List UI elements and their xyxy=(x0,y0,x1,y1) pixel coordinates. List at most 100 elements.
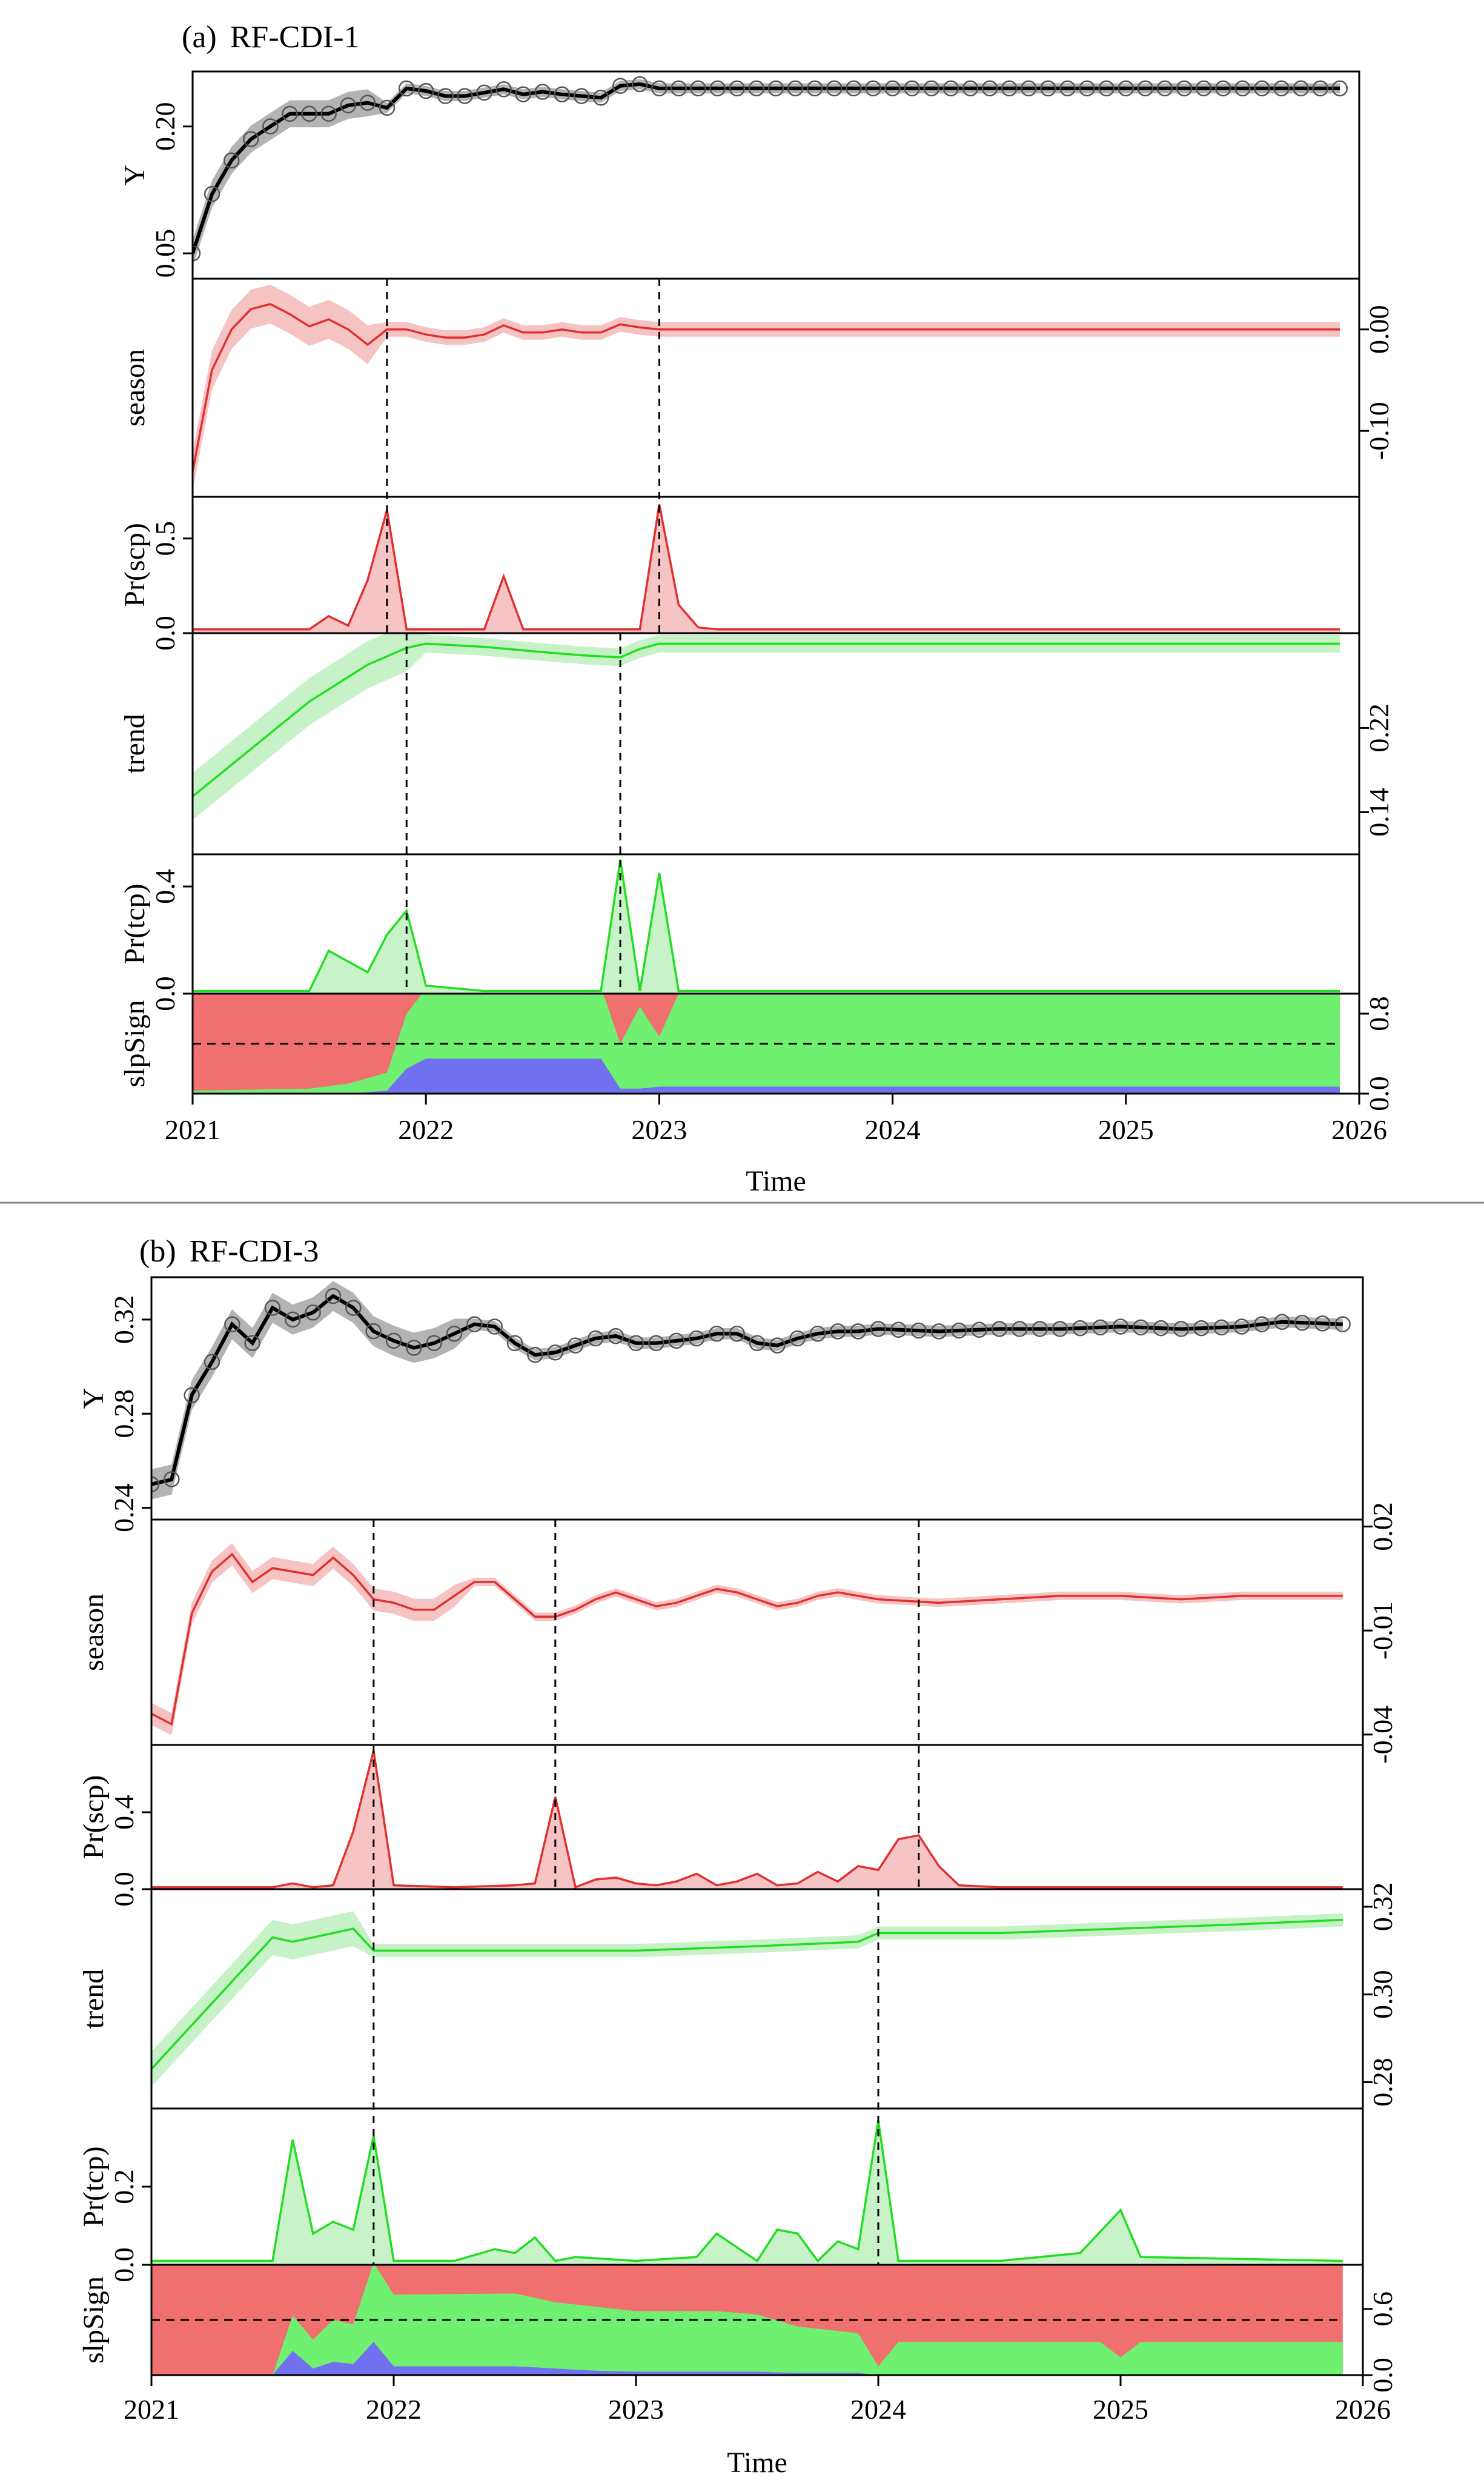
y-tick-label: 0.4 xyxy=(108,1795,139,1830)
observation-point xyxy=(1331,80,1348,97)
x-tick-label: 2025 xyxy=(1098,1114,1154,1145)
y-tick-label: 0.6 xyxy=(1367,2291,1398,2327)
figure-b: (b) RF-CDI-3 0.24 0.28 0.32 Y -0.04 -0.01 0.02 se… xyxy=(78,1234,1398,2479)
figure-title: (a) RF-CDI-1 xyxy=(182,20,360,55)
observation-point xyxy=(846,80,862,97)
plot-frame xyxy=(150,2264,1364,2376)
observation-point xyxy=(1137,80,1154,97)
plot-area xyxy=(193,633,1340,820)
x-tick-label: 2025 xyxy=(1093,2394,1148,2425)
x-axis-label: Time xyxy=(746,1165,806,1197)
observation-point xyxy=(1233,1318,1250,1335)
y-tick-label: 0.0 xyxy=(108,2247,139,2282)
panel-label: (b) xyxy=(139,1234,176,1269)
observation-point xyxy=(709,80,726,97)
x-axis-label: Time xyxy=(727,2447,787,2479)
x-tick-label: 2023 xyxy=(631,1114,687,1145)
y-axis-label: Pr(scp) xyxy=(78,1775,110,1859)
probability-line xyxy=(151,1750,1343,1889)
observation-point xyxy=(787,80,804,97)
y-tick-label: -0.01 xyxy=(1367,1601,1398,1660)
observation-point xyxy=(534,84,551,100)
observation-point xyxy=(668,1332,684,1349)
observation-point xyxy=(910,1322,927,1339)
trend-line xyxy=(193,642,1340,797)
observation-point xyxy=(850,1323,866,1340)
observation-point xyxy=(398,80,415,97)
x-tick-label: 2022 xyxy=(366,2394,422,2425)
observation-point xyxy=(379,99,396,116)
observation-point xyxy=(446,1325,463,1342)
observation-point xyxy=(1293,80,1309,97)
observation-point xyxy=(1334,1316,1351,1332)
observation-point xyxy=(1059,80,1076,97)
observation-point xyxy=(1021,80,1037,97)
observation-point xyxy=(671,80,687,97)
plot-area xyxy=(193,284,1340,491)
observation-point xyxy=(193,245,201,262)
observation-point xyxy=(554,86,571,102)
x-tick-label: 2023 xyxy=(608,2394,664,2425)
y-line xyxy=(193,82,1340,254)
observation-point xyxy=(729,80,746,97)
x-tick-label: 2026 xyxy=(1331,1114,1387,1145)
observation-point xyxy=(1234,80,1251,97)
observation-point xyxy=(1133,1319,1149,1336)
observation-point xyxy=(709,1325,725,1342)
x-tick-label: 2021 xyxy=(165,1114,220,1145)
observation-point xyxy=(204,1354,220,1371)
plot-area xyxy=(151,1911,1343,2087)
observation-point xyxy=(865,80,881,97)
observation-point xyxy=(826,80,843,97)
subplot-season: -0.10 0.00 season xyxy=(119,277,1394,498)
observation-point xyxy=(870,1321,887,1337)
observation-point xyxy=(1274,1314,1290,1331)
observation-point xyxy=(285,1311,301,1328)
observation-point xyxy=(325,1288,342,1304)
observation-point xyxy=(1032,1321,1048,1337)
observation-point xyxy=(890,1321,907,1338)
observation-point xyxy=(1254,80,1270,97)
observation-point xyxy=(426,1335,442,1352)
subplot-slpsign: 0.0 0.8 slpSign xyxy=(119,992,1394,1111)
y-axis-label: Y xyxy=(119,165,151,186)
y-tick-label: 0.28 xyxy=(1367,2058,1398,2107)
season-uncertainty-band xyxy=(151,1543,1343,1735)
observation-point xyxy=(1092,1319,1108,1336)
observation-point xyxy=(1173,1321,1190,1337)
plot-area xyxy=(193,76,1348,267)
observation-point xyxy=(224,1316,240,1333)
figure-title: (b) RF-CDI-3 xyxy=(139,1234,319,1269)
x-tick-label: 2026 xyxy=(1335,2394,1391,2425)
observation-point xyxy=(417,82,434,99)
season-uncertainty-band xyxy=(193,284,1340,491)
y-axis-label: trend xyxy=(78,1969,110,2029)
observation-point xyxy=(930,1323,947,1340)
observation-point xyxy=(1012,1321,1028,1337)
y-uncertainty-band xyxy=(151,1281,1343,1500)
observation-point xyxy=(506,1335,523,1351)
observation-point xyxy=(991,1321,1008,1337)
observation-point xyxy=(466,1316,483,1332)
observation-point xyxy=(1273,80,1290,97)
probability-line xyxy=(151,2120,1343,2263)
y-axis-label: season xyxy=(119,349,151,427)
y-tick-label: -0.10 xyxy=(1363,402,1394,460)
observation-point xyxy=(282,105,298,122)
subplot-season: -0.04 -0.01 0.02 season xyxy=(78,1502,1398,1764)
observation-point xyxy=(495,81,512,98)
y-tick-label: 0.0 xyxy=(1363,1076,1394,1111)
slpsign-positive-area xyxy=(151,2342,1343,2375)
trend-uncertainty-band xyxy=(151,1911,1343,2087)
y-axis-label: slpSign xyxy=(78,2276,110,2364)
subplot-trend: 0.28 0.30 0.32 trend xyxy=(78,1883,1398,2110)
observation-point xyxy=(830,1323,846,1340)
observation-point xyxy=(515,86,531,102)
observation-point xyxy=(809,1325,826,1342)
y-tick-label: 0.00 xyxy=(1363,305,1394,354)
observation-point xyxy=(749,1335,766,1351)
observation-point xyxy=(406,1340,422,1356)
observation-point xyxy=(244,1335,260,1351)
probability-line xyxy=(193,504,1340,631)
